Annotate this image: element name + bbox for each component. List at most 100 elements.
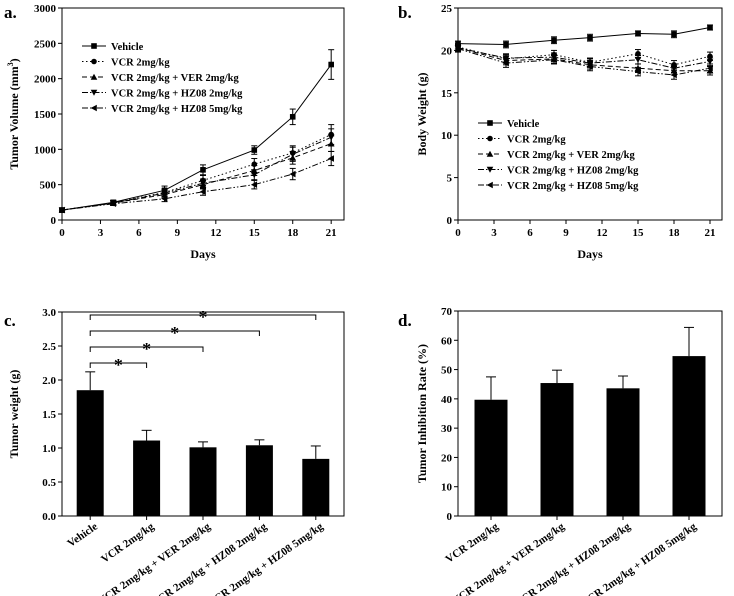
x-tick-label: 12 bbox=[597, 227, 609, 239]
bar bbox=[606, 388, 640, 516]
y-tick-label: 15 bbox=[441, 88, 453, 100]
data-point bbox=[161, 195, 168, 203]
y-tick-label: 0 bbox=[51, 215, 57, 227]
data-point bbox=[706, 58, 714, 65]
data-point bbox=[502, 59, 509, 67]
legend-marker bbox=[90, 104, 97, 112]
panel-b-line-chart: 0 5 10 15 20 25 0 3 6 9 12 15 18 21 Days Body Weight (g… bbox=[398, 3, 723, 261]
y-tick-label: 10 bbox=[441, 482, 453, 494]
bar bbox=[474, 399, 508, 516]
legend-marker bbox=[90, 73, 98, 80]
significance-bracket: * bbox=[89, 339, 204, 359]
significance-bracket: * bbox=[89, 323, 260, 343]
data-point bbox=[707, 53, 713, 60]
plot-frame bbox=[457, 7, 723, 221]
legend-item-vehicle: Vehicle bbox=[478, 119, 540, 130]
significance-star: * bbox=[114, 355, 123, 375]
legend-label: VCR 2mg/kg + VER 2mg/kg bbox=[111, 73, 239, 84]
y-axis-title: Tumor weight (g) bbox=[7, 370, 21, 459]
x-tick-label: 18 bbox=[287, 227, 299, 239]
data-point bbox=[161, 190, 168, 197]
legend-label: VCR 2mg/kg + HZ08 5mg/kg bbox=[507, 181, 639, 192]
y-tick-label: 20 bbox=[441, 452, 453, 464]
legend: Vehicle VCR 2mg/kg VCR 2mg/kg + VER 2mg/kg… bbox=[478, 119, 639, 192]
y-axis-title-text: Tumor Volume (mm bbox=[7, 66, 21, 169]
legend-label: Vehicle bbox=[507, 119, 540, 130]
legend: Vehicle VCR 2mg/kg VCR 2mg/kg + VER 2mg/kg… bbox=[82, 42, 243, 115]
y-tick-label: 20 bbox=[441, 45, 453, 57]
legend-item-vcr-2mg-kg-hz08-2mg-kg: VCR 2mg/kg + HZ08 2mg/kg bbox=[82, 89, 243, 100]
y-tick-label: 1000 bbox=[34, 144, 57, 156]
legend-marker bbox=[487, 135, 493, 142]
significance-star: * bbox=[199, 307, 208, 327]
legend-item-vcr-2mg-kg: VCR 2mg/kg bbox=[82, 58, 170, 69]
significance-star: * bbox=[170, 323, 179, 343]
y-tick-label: 0 bbox=[447, 511, 453, 523]
x-tick-label: 9 bbox=[563, 227, 569, 239]
data-point bbox=[200, 167, 206, 173]
bar bbox=[76, 390, 104, 516]
significance-star: * bbox=[142, 339, 151, 359]
bar bbox=[540, 383, 574, 516]
legend-item-vcr-2mg-kg-hz08-5mg-kg: VCR 2mg/kg + HZ08 5mg/kg bbox=[82, 104, 243, 115]
data-point bbox=[251, 147, 258, 153]
series-line bbox=[61, 64, 332, 211]
legend-marker bbox=[91, 43, 97, 49]
bar-group-vcr-2mg-kg: VCR 2mg/kg bbox=[444, 376, 508, 566]
data-point bbox=[635, 30, 641, 37]
x-tick-label: 6 bbox=[527, 227, 533, 239]
panel-label: b. bbox=[398, 3, 412, 22]
data-point bbox=[454, 45, 461, 53]
panel-a-line-chart: 0 500 1000 1500 2000 2500 3000 0 3 6 9 12 15 18 21 Days… bbox=[4, 3, 345, 261]
bar-group-vcr-2mg-kg-hz08-5mg-kg: VCR 2mg/kg + HZ08 5mg/kg bbox=[579, 326, 706, 596]
significance-bracket: * bbox=[89, 307, 317, 327]
data-point bbox=[328, 61, 334, 68]
x-tick-label: 21 bbox=[705, 227, 716, 239]
x-tick-label: 3 bbox=[98, 227, 104, 239]
y-tick-label: 500 bbox=[40, 180, 57, 192]
bar-group-vcr-2mg-kg: VCR 2mg/kg bbox=[99, 429, 161, 566]
x-axis-title: Days bbox=[577, 247, 603, 261]
data-point bbox=[289, 170, 296, 178]
y-axis-title-superscript: 3 bbox=[6, 62, 15, 66]
y-tick-label: 5 bbox=[447, 173, 453, 185]
bracket-line bbox=[89, 362, 148, 368]
bar-group-vehicle: Vehicle bbox=[65, 371, 104, 550]
x-axis-title: Days bbox=[190, 247, 216, 261]
legend-item-vehicle: Vehicle bbox=[82, 42, 144, 53]
legend-label: Vehicle bbox=[111, 42, 144, 53]
legend-label: VCR 2mg/kg + HZ08 2mg/kg bbox=[111, 89, 243, 100]
y-tick-label: 70 bbox=[441, 306, 453, 318]
legend-marker bbox=[91, 58, 97, 65]
data-point bbox=[503, 41, 509, 48]
data-point bbox=[551, 37, 557, 44]
data-point bbox=[199, 188, 206, 196]
panel-label: c. bbox=[4, 311, 16, 330]
y-tick-label: 2500 bbox=[34, 38, 57, 50]
legend-label: VCR 2mg/kg + HZ08 5mg/kg bbox=[111, 104, 243, 115]
y-tick-label: 1.0 bbox=[42, 443, 56, 455]
legend-marker bbox=[90, 89, 98, 96]
data-point bbox=[250, 171, 258, 179]
x-tick-label: 0 bbox=[455, 227, 461, 239]
panel-label: d. bbox=[398, 311, 412, 330]
y-axis-title: Tumor Inhibition Rate (%) bbox=[415, 344, 429, 483]
x-tick-label: 21 bbox=[326, 227, 337, 239]
category-label: Vehicle bbox=[65, 521, 100, 550]
data-point bbox=[634, 68, 641, 75]
bar bbox=[245, 445, 273, 516]
y-axis-title: Tumor Volume (mm3) bbox=[6, 58, 21, 169]
legend-marker bbox=[486, 150, 494, 157]
y-tick-label: 2000 bbox=[34, 74, 57, 86]
legend-label: VCR 2mg/kg + VER 2mg/kg bbox=[507, 150, 635, 161]
y-axis-title-tail: ) bbox=[7, 58, 21, 62]
legend-item-vcr-2mg-kg-hz08-5mg-kg: VCR 2mg/kg + HZ08 5mg/kg bbox=[478, 181, 639, 192]
legend-item-vcr-2mg-kg-hz08-2mg-kg: VCR 2mg/kg + HZ08 2mg/kg bbox=[478, 166, 639, 177]
legend-item-vcr-2mg-kg: VCR 2mg/kg bbox=[478, 135, 566, 146]
y-tick-label: 3000 bbox=[34, 3, 57, 15]
y-tick-label: 25 bbox=[441, 3, 453, 15]
bracket-line bbox=[89, 346, 204, 352]
series-vcr-2mg-kg-hz08-2mg-kg bbox=[454, 43, 714, 73]
category-label: VCR 2mg/kg bbox=[444, 520, 502, 565]
